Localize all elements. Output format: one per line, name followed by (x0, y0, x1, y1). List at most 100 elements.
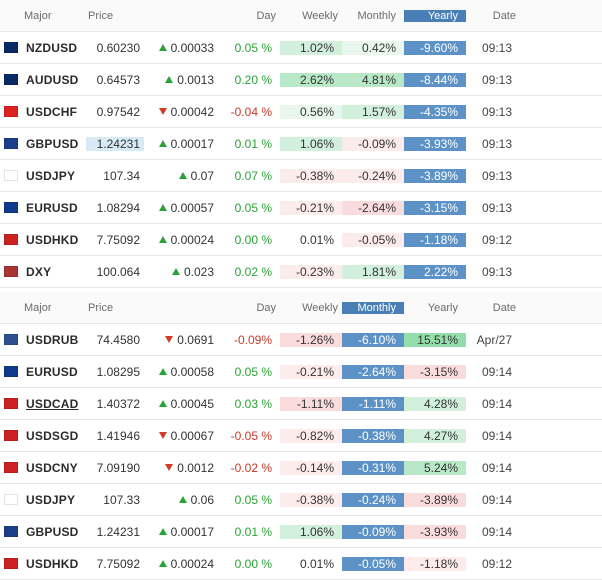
change-value: 0.07 (191, 169, 214, 183)
pair-symbol[interactable]: USDRUB (26, 333, 79, 347)
pair-cell[interactable]: AUDUSD (22, 73, 86, 87)
table-row[interactable]: USDCAD1.403720.000450.03 %-1.11%-1.11%4.… (0, 388, 602, 420)
table-row[interactable]: USDCNY7.091900.0012-0.02 %-0.14%-0.31%5.… (0, 452, 602, 484)
pair-cell[interactable]: USDSGD (22, 429, 86, 443)
col-header-yearly[interactable]: Yearly (404, 302, 466, 314)
pair-symbol[interactable]: USDHKD (26, 233, 79, 247)
col-header-major[interactable]: Major (22, 302, 86, 314)
table-row[interactable]: USDJPY107.340.070.07 %-0.38%-0.24%-3.89%… (0, 160, 602, 192)
change-cell: 0.023 (144, 265, 218, 279)
col-header-weekly[interactable]: Weekly (280, 10, 342, 22)
change-cell: 0.00042 (144, 105, 218, 119)
col-header-price[interactable]: Price (86, 10, 144, 22)
table-row[interactable]: USDHKD7.750920.000240.00 %0.01%-0.05%-1.… (0, 548, 602, 580)
col-header-major[interactable]: Major (22, 10, 86, 22)
pair-cell[interactable]: EURUSD (22, 201, 86, 215)
price-cell: 107.34 (86, 169, 144, 183)
table-row[interactable]: EURUSD1.082940.000570.05 %-0.21%-2.64%-3… (0, 192, 602, 224)
yearly-cell: 4.27% (404, 429, 466, 443)
weekly-cell: 0.01% (280, 557, 342, 571)
col-header-day[interactable]: Day (218, 302, 280, 314)
flag-cell (0, 106, 22, 117)
weekly-cell: -0.82% (280, 429, 342, 443)
pair-symbol[interactable]: EURUSD (26, 365, 78, 379)
col-header-yearly[interactable]: Yearly (404, 10, 466, 22)
col-header-monthly[interactable]: Monthly (342, 302, 404, 314)
weekly-cell: -0.21% (280, 201, 342, 215)
flag-icon (4, 526, 18, 537)
day-cell: 0.05 % (218, 493, 280, 507)
table-row[interactable]: EURUSD1.082950.000580.05 %-0.21%-2.64%-3… (0, 356, 602, 388)
change-cell: 0.00033 (144, 41, 218, 55)
table-row[interactable]: USDCHF0.975420.00042-0.04 %0.56%1.57%-4.… (0, 96, 602, 128)
change-value: 0.00067 (171, 429, 214, 443)
table-row[interactable]: NZDUSD0.602300.000330.05 %1.02%0.42%-9.6… (0, 32, 602, 64)
pair-symbol[interactable]: DXY (26, 265, 51, 279)
date-cell: Apr/27 (466, 333, 520, 347)
date-cell: 09:12 (466, 557, 520, 571)
pair-symbol[interactable]: USDSGD (26, 429, 79, 443)
change-cell: 0.06 (144, 493, 218, 507)
weekly-cell: 1.02% (280, 41, 342, 55)
table-row[interactable]: USDJPY107.330.060.05 %-0.38%-0.24%-3.89%… (0, 484, 602, 516)
table-row[interactable]: USDRUB74.45800.0691-0.09%-1.26%-6.10%15.… (0, 324, 602, 356)
monthly-cell: 4.81% (342, 73, 404, 87)
change-cell: 0.00067 (144, 429, 218, 443)
col-header-monthly[interactable]: Monthly (342, 10, 404, 22)
pair-symbol[interactable]: EURUSD (26, 201, 78, 215)
table-row[interactable]: GBPUSD1.242310.000170.01 %1.06%-0.09%-3.… (0, 128, 602, 160)
pair-cell[interactable]: DXY (22, 265, 86, 279)
change-cell: 0.00058 (144, 365, 218, 379)
col-header-date[interactable]: Date (466, 302, 520, 314)
pair-symbol[interactable]: USDCNY (26, 461, 78, 475)
flag-icon (4, 234, 18, 245)
table-row[interactable]: USDSGD1.419460.00067-0.05 %-0.82%-0.38%4… (0, 420, 602, 452)
pair-cell[interactable]: USDHKD (22, 233, 86, 247)
arrow-down-icon (159, 432, 167, 439)
change-value: 0.00042 (171, 105, 214, 119)
pair-cell[interactable]: USDRUB (22, 333, 86, 347)
pair-cell[interactable]: NZDUSD (22, 41, 86, 55)
table-row[interactable]: AUDUSD0.645730.00130.20 %2.62%4.81%-8.44… (0, 64, 602, 96)
date-cell: 09:12 (466, 233, 520, 247)
col-header-weekly[interactable]: Weekly (280, 302, 342, 314)
arrow-up-icon (165, 76, 173, 83)
pair-cell[interactable]: GBPUSD (22, 525, 86, 539)
pair-symbol[interactable]: NZDUSD (26, 41, 77, 55)
change-cell: 0.00045 (144, 397, 218, 411)
change-value: 0.00033 (171, 41, 214, 55)
pair-cell[interactable]: USDCAD (22, 397, 86, 411)
flag-icon (4, 138, 18, 149)
pair-symbol[interactable]: USDJPY (26, 493, 75, 507)
pair-symbol[interactable]: USDCHF (26, 105, 77, 119)
monthly-cell: -0.05% (342, 233, 404, 247)
pair-cell[interactable]: USDCHF (22, 105, 86, 119)
pair-symbol[interactable]: AUDUSD (26, 73, 79, 87)
pair-cell[interactable]: GBPUSD (22, 137, 86, 151)
pair-cell[interactable]: USDJPY (22, 493, 86, 507)
yearly-cell: -9.60% (404, 41, 466, 55)
pair-symbol[interactable]: GBPUSD (26, 137, 79, 151)
yearly-cell: -8.44% (404, 73, 466, 87)
arrow-up-icon (172, 268, 180, 275)
pair-cell[interactable]: USDHKD (22, 557, 86, 571)
col-header-price[interactable]: Price (86, 302, 144, 314)
col-header-date[interactable]: Date (466, 10, 520, 22)
table-row[interactable]: USDHKD7.750920.000240.00 %0.01%-0.05%-1.… (0, 224, 602, 256)
table-row[interactable]: DXY100.0640.0230.02 %-0.23%1.81%2.22%09:… (0, 256, 602, 288)
flag-icon (4, 42, 18, 53)
pair-cell[interactable]: USDCNY (22, 461, 86, 475)
pair-symbol[interactable]: USDJPY (26, 169, 75, 183)
yearly-cell: 4.28% (404, 397, 466, 411)
flag-cell (0, 462, 22, 473)
pair-symbol[interactable]: USDHKD (26, 557, 79, 571)
table-row[interactable]: GBPUSD1.242310.000170.01 %1.06%-0.09%-3.… (0, 516, 602, 548)
pair-symbol[interactable]: GBPUSD (26, 525, 79, 539)
day-cell: -0.02 % (218, 461, 280, 475)
pair-symbol[interactable]: USDCAD (26, 397, 79, 411)
pair-cell[interactable]: USDJPY (22, 169, 86, 183)
col-header-day[interactable]: Day (218, 10, 280, 22)
pair-cell[interactable]: EURUSD (22, 365, 86, 379)
weekly-cell: -0.38% (280, 169, 342, 183)
flag-icon (4, 202, 18, 213)
